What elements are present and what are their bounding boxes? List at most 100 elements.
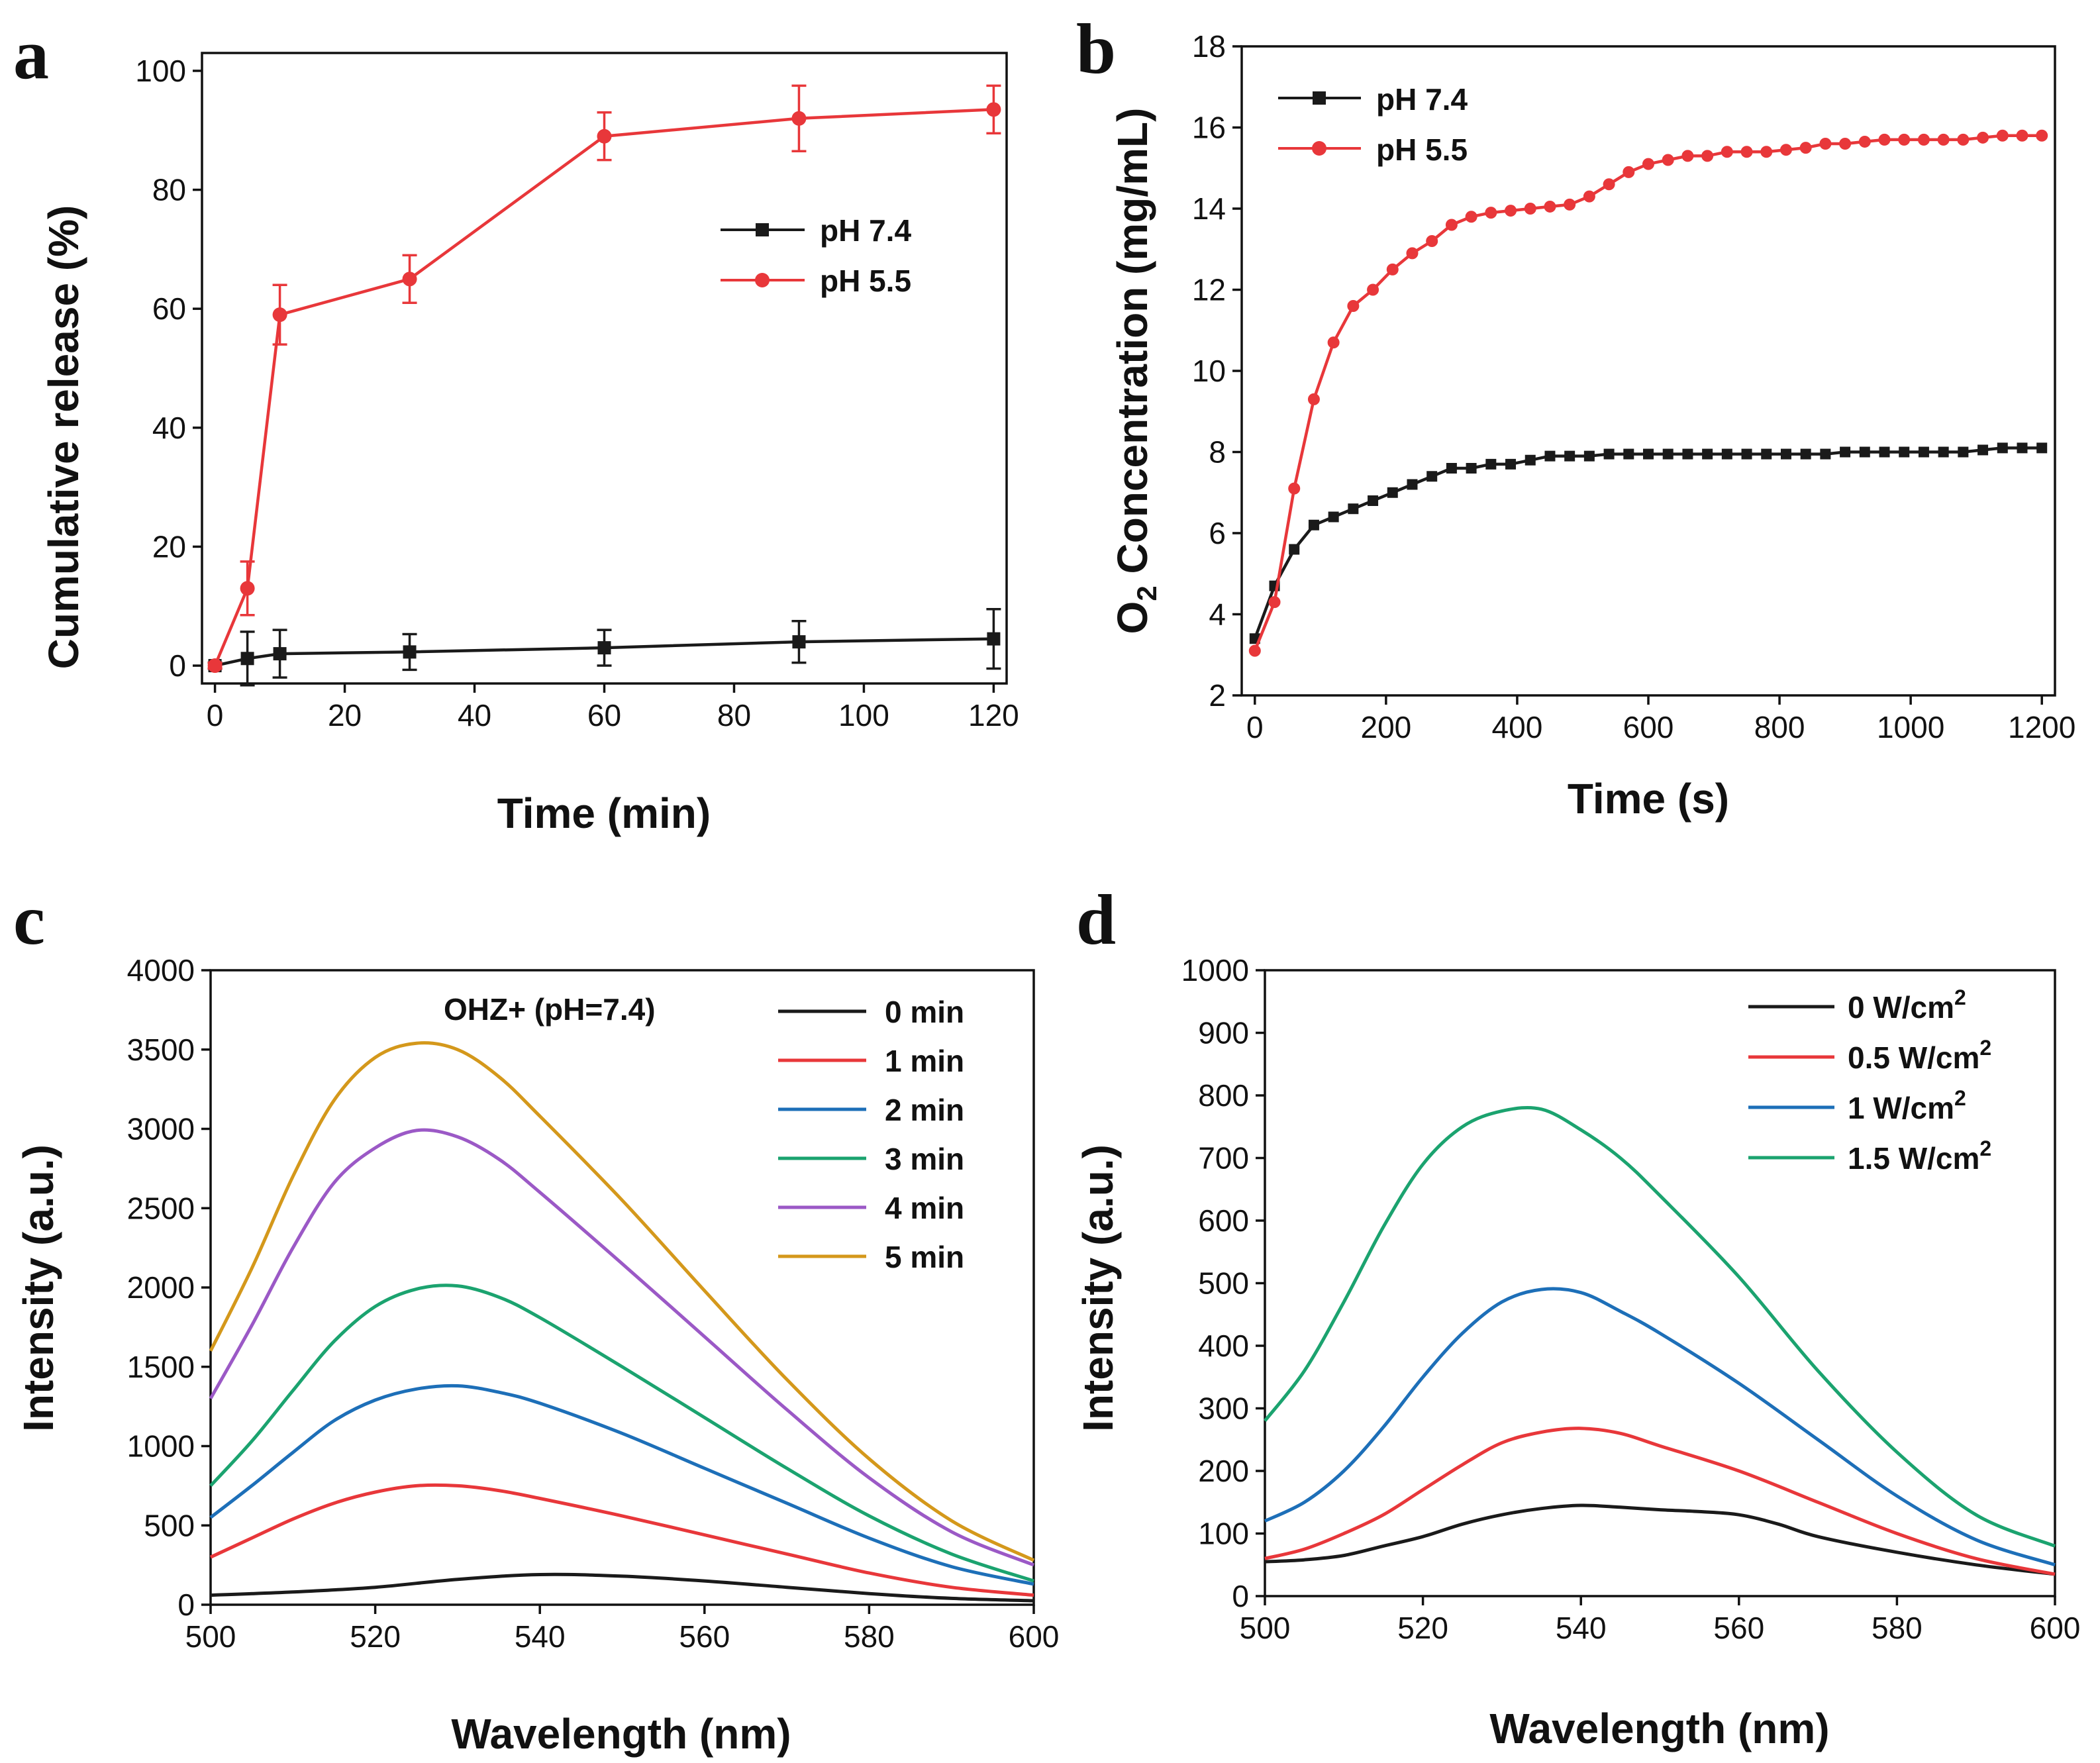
panel-letter-c: c [13, 881, 45, 960]
x-tick-label-c-500: 500 [185, 1619, 236, 1654]
data-point-b-ph-7-4-17 [1583, 450, 1595, 462]
legend-label-1w-d-sup: 2 [1954, 1086, 1966, 1110]
x-tick-label-d-580: 580 [1872, 1611, 1923, 1645]
data-point-b-ph-7-4-4 [1328, 511, 1339, 523]
y-tick-label-b-12: 12 [1192, 273, 1226, 307]
data-point-b-ph-7-4-20 [1643, 448, 1654, 460]
panel-letter-b: b [1076, 10, 1116, 89]
x-axis-title-c: Wavelength (nm) [451, 1710, 791, 1758]
data-point-b-ph-7-4-25 [1741, 448, 1752, 460]
y-tick-label-b-4: 4 [1209, 597, 1226, 632]
y-tick-label-d-400: 400 [1198, 1329, 1249, 1363]
legend-label-0w-d-main: 0 W/cm [1848, 990, 1954, 1025]
data-point-b-ph-5-5-39 [2016, 129, 2028, 142]
y-tick-label-c-500: 500 [144, 1508, 195, 1542]
data-point-b-ph-5-5-23 [1701, 150, 1714, 162]
data-point-b-ph-7-4-30 [1840, 446, 1851, 458]
y-tick-label-c-3500: 3500 [127, 1033, 195, 1067]
data-point-b-ph-5-5-17 [1583, 190, 1595, 203]
data-point-b-ph-5-5-25 [1740, 146, 1753, 158]
y-axis-title-b-rest: Concentration (mg/mL) [1109, 108, 1156, 586]
data-point-b-ph-7-4-33 [1899, 446, 1910, 458]
data-point-b-ph-7-4-34 [1918, 446, 1929, 458]
legend-label-2min-c: 2 min [885, 1093, 964, 1127]
data-point-b-ph-5-5-12 [1485, 207, 1497, 219]
data-point-b-ph-5-5-36 [1957, 133, 1970, 146]
y-tick-label-a-20: 20 [152, 529, 186, 564]
x-axis-title-d: Wavelength (nm) [1489, 1705, 1829, 1752]
data-point-b-ph-7-4-18 [1603, 448, 1615, 460]
data-point-b-ph-5-5-20 [1642, 158, 1654, 170]
data-point-b-ph-7-4-31 [1859, 446, 1870, 458]
data-point-b-ph-7-4-40 [2036, 442, 2048, 454]
data-point-b-ph-5-5-13 [1505, 205, 1517, 217]
data-point-b-ph-7-4-3 [1308, 519, 1319, 530]
chart-panel-b: b 0 200 400 600 800 1000 1200 2 4 6 8 10 12 14 16 18 Ti… [1076, 10, 2075, 823]
x-tick-label-b-400: 400 [1492, 710, 1543, 744]
series-line-b-ph-5-5 [1253, 134, 2042, 652]
y-tick-label-b-10: 10 [1192, 354, 1226, 388]
y-tick-label-d-500: 500 [1198, 1266, 1249, 1301]
data-point-b-ph-7-4-6 [1368, 495, 1379, 506]
y-tick-label-c-2000: 2000 [127, 1270, 195, 1305]
data-point-b-ph-7-4-12 [1485, 458, 1497, 470]
legend-label-0w-d: 0 W/cm2 [1848, 985, 1966, 1025]
x-tick-label-b-800: 800 [1754, 710, 1805, 744]
data-point-b-ph-7-4-15 [1544, 450, 1556, 462]
data-point-b-ph-7-4-24 [1721, 448, 1732, 460]
plot-frame-b [1240, 45, 2056, 697]
legend-label-1w-d: 1 W/cm2 [1848, 1086, 1966, 1125]
data-point-b-ph-5-5-7 [1386, 263, 1399, 276]
legend-marker-ph55-a [755, 273, 770, 287]
data-point-b-ph-7-4-39 [2017, 442, 2028, 454]
data-point-a-ph-5-5-0 [207, 658, 223, 674]
data-point-b-ph-5-5-22 [1681, 150, 1694, 162]
data-point-b-ph-7-4-2 [1289, 544, 1300, 555]
y-tick-label-b-16: 16 [1192, 111, 1226, 145]
legend-label-5min-c: 5 min [885, 1240, 964, 1274]
y-axis-title-d: Intensity (a.u.) [1074, 1144, 1122, 1432]
y-tick-label-b-14: 14 [1192, 191, 1226, 226]
legend-marker-ph55-b [1312, 141, 1326, 156]
chart-panel-a: a 0 20 40 60 80 100 120 0 20 40 60 80 100 Time (min)… [13, 15, 1019, 837]
legend-label-1w-d-main: 1 W/cm [1848, 1091, 1954, 1125]
panel-letter-a: a [13, 15, 49, 94]
legend-label-05w-d-main: 0.5 W/cm [1848, 1040, 1979, 1075]
legend-label-0min-c: 0 min [885, 995, 964, 1029]
data-point-b-ph-5-5-38 [1996, 129, 2009, 142]
y-tick-label-a-60: 60 [152, 291, 186, 326]
legend-label-0w-d-sup: 2 [1954, 985, 1966, 1009]
data-point-a-ph-7-4-2 [273, 647, 287, 661]
series-line-c-3-min [209, 1284, 1034, 1583]
y-tick-label-d-900: 900 [1198, 1016, 1249, 1050]
data-point-b-ph-7-4-23 [1702, 448, 1713, 460]
legend-label-15w-d: 1.5 W/cm2 [1848, 1136, 1991, 1176]
y-tick-label-b-18: 18 [1192, 29, 1226, 64]
data-point-b-ph-5-5-6 [1367, 283, 1379, 296]
legend-d: 0 W/cm2 0.5 W/cm2 1 W/cm2 1.5 W/cm2 [1748, 985, 1991, 1176]
x-tick-label-a-20: 20 [328, 698, 362, 732]
legend-label-ph74-b: pH 7.4 [1376, 82, 1468, 117]
chart-panel-d: d 500 520 540 560 580 600 0 100 200 300 400 500 600 7… [1074, 881, 2080, 1752]
data-point-b-ph-7-4-29 [1820, 448, 1831, 460]
x-tick-label-b-1200: 1200 [2008, 710, 2075, 744]
data-point-b-ph-7-4-28 [1800, 448, 1811, 460]
data-point-a-ph-5-5-6 [986, 102, 1001, 117]
data-point-b-ph-7-4-32 [1879, 446, 1890, 458]
x-axis-title-a: Time (min) [497, 789, 711, 837]
x-tick-label-c-560: 560 [679, 1619, 730, 1654]
x-tick-label-b-200: 200 [1360, 710, 1411, 744]
y-tick-label-a-80: 80 [152, 173, 186, 207]
x-tick-label-d-520: 520 [1397, 1611, 1448, 1645]
data-point-b-ph-5-5-11 [1465, 211, 1477, 223]
y-tick-label-b-2: 2 [1209, 678, 1226, 713]
x-tick-label-c-540: 540 [515, 1619, 566, 1654]
data-point-b-ph-7-4-37 [1977, 444, 1989, 456]
data-point-b-ph-5-5-15 [1544, 200, 1556, 213]
data-point-b-ph-5-5-16 [1564, 198, 1576, 211]
y-tick-label-c-1000: 1000 [127, 1429, 195, 1464]
data-point-b-ph-5-5-37 [1977, 131, 1989, 144]
data-point-b-ph-5-5-3 [1307, 393, 1320, 405]
data-point-b-ph-5-5-34 [1917, 133, 1930, 146]
